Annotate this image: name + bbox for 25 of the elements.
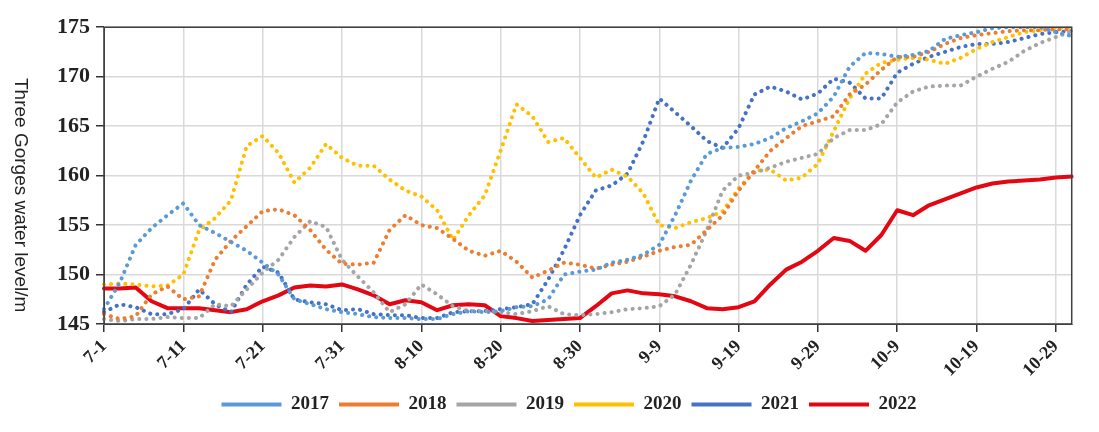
x-tick-label: 8-20: [469, 335, 507, 374]
y-tick-label: 145: [57, 309, 90, 335]
y-tick-label: 155: [57, 210, 90, 236]
x-tick-label: 10-9: [865, 335, 904, 374]
x-tick-label: 7-31: [310, 335, 349, 374]
x-tick-label: 8-10: [389, 335, 428, 374]
x-tick-label: 7-11: [152, 335, 190, 373]
x-tick-label: 9-29: [786, 335, 825, 374]
legend-label: 2020: [643, 392, 682, 414]
legend-label: 2022: [878, 392, 917, 414]
legend-label: 2021: [761, 392, 799, 414]
legend-label: 2018: [408, 392, 447, 414]
y-tick-label: 175: [57, 12, 90, 38]
y-tick-label: 160: [57, 161, 90, 187]
x-tick-label: 7-1: [79, 335, 111, 367]
y-tick-label: 165: [57, 111, 90, 137]
x-tick-label: 9-19: [707, 335, 745, 374]
x-tick-label: 9-9: [634, 335, 666, 367]
x-tick-label: 7-21: [231, 335, 269, 374]
x-tick-label: 8-30: [548, 335, 587, 374]
y-tick-label: 170: [57, 62, 90, 88]
y-tick-label: 150: [57, 260, 90, 286]
legend-label: 2019: [526, 392, 564, 414]
y-axis-title: Three Gorges water level/m: [10, 78, 32, 315]
legend-label: 2017: [291, 392, 330, 414]
